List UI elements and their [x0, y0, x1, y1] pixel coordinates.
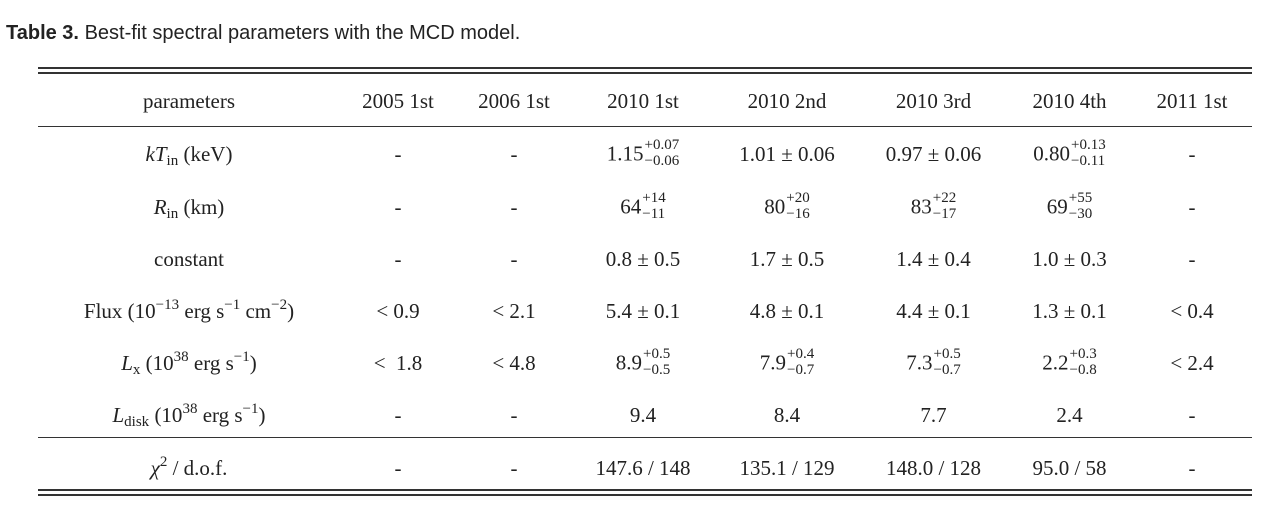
table-cell: - [1188, 455, 1196, 480]
table-cell: 95.0 / 58 [1032, 455, 1107, 480]
table-cell: 1.01 ± 0.06 [739, 141, 835, 166]
table-cell: - [1188, 141, 1196, 166]
table-cell: < 2.4 [1170, 350, 1214, 375]
param-label: Ldisk (1038 erg s−1) [112, 400, 266, 430]
param-label: constant [154, 246, 224, 271]
table-cell: - [510, 194, 518, 219]
table-cell: < 0.4 [1170, 298, 1214, 323]
column-header: 2010 1st [607, 89, 679, 113]
table-cell: 7.7 [920, 402, 947, 427]
chi-rule [38, 437, 1252, 438]
table-cell: 4.4 ± 0.1 [896, 298, 971, 323]
table-cell: 0.80 +0.13 −0.11 [1033, 137, 1106, 169]
table-cell: 7.9 +0.4 −0.7 [759, 346, 815, 378]
table-cell: 135.1 / 129 [739, 455, 835, 480]
table-cell: 8.9 +0.5 −0.5 [615, 346, 671, 378]
table-cell: - [394, 402, 402, 427]
caption-label: Table 3. [6, 22, 79, 44]
top-rule-1 [38, 67, 1252, 69]
caption-text: Best-fit spectral parameters with the MC… [84, 22, 521, 44]
column-header: 2006 1st [478, 89, 550, 113]
table-cell: - [510, 402, 518, 427]
table-row-constant: constant - - 0.8 ± 0.5 1.7 ± 0.5 1.4 ± 0… [38, 233, 1252, 285]
table-row-ldisk: Ldisk (1038 erg s−1) - - 9.4 8.4 7.7 2.4… [38, 389, 1252, 441]
table-cell: 1.7 ± 0.5 [749, 246, 825, 271]
header-rule [38, 126, 1252, 127]
parameters-table: parameters 2005 1st 2006 1st 2010 1st 20… [38, 76, 1252, 495]
param-label: χ2 / d.o.f. [150, 453, 228, 480]
table-cell: - [1188, 194, 1196, 219]
table-cell: 5.4 ± 0.1 [605, 298, 681, 323]
table-cell: 7.3 +0.5 −0.7 [906, 346, 961, 378]
table-cell: 8.4 [773, 402, 801, 427]
param-label: Rin (km) [153, 194, 225, 222]
column-header: 2010 3rd [895, 89, 972, 113]
table-row-chi2: χ2 / d.o.f. - - 147.6 / 148 135.1 / 129 … [38, 441, 1252, 495]
table-cell: 4.8 ± 0.1 [749, 298, 825, 323]
table-row-kt-in: kTin (keV) - - 1.15 +0.07 −0.06 1.01 ± 0.0… [38, 127, 1252, 181]
column-header: 2010 4th [1032, 89, 1107, 113]
table-cell: - [394, 141, 402, 166]
table-cell: 80 +20 −16 [764, 190, 810, 222]
table-cell: 1.3 ± 0.1 [1032, 298, 1107, 323]
table-cell: - [510, 141, 518, 166]
table-cell: 1.4 ± 0.4 [896, 246, 971, 271]
table-cell: - [1188, 402, 1196, 427]
table-cell: 2.4 [1056, 402, 1083, 427]
bottom-rule-2 [38, 494, 1252, 496]
table-caption: Table 3. Best-fit spectral parameters wi… [6, 22, 520, 45]
table-cell: 1.15 +0.07 −0.06 [606, 137, 680, 169]
table-cell: 9.4 [629, 402, 657, 427]
table-cell: - [394, 246, 402, 271]
table-cell: < 0.9 [376, 298, 420, 323]
table-row-r-in: Rin (km) - - 64 +14 −11 80 +20 −16 83 +22 −17 … [38, 181, 1252, 233]
table-cell: 69 +55 −30 [1046, 190, 1093, 222]
column-header: parameters [142, 89, 236, 113]
table-cell: - [510, 455, 518, 480]
param-label: Flux (10−13 erg s−1 cm−2) [83, 296, 295, 323]
table-row-flux: Flux (10−13 erg s−1 cm−2) < 0.9 < 2.1 5.… [38, 285, 1252, 337]
column-header: 2011 1st [1156, 89, 1228, 113]
column-header: 2010 2nd [747, 89, 827, 113]
table-cell: 148.0 / 128 [885, 455, 982, 480]
param-label: kTin (keV) [145, 141, 233, 169]
header-row: parameters 2005 1st 2006 1st 2010 1st 20… [38, 76, 1252, 127]
table-row-lx: Lx (1038 erg s−1) < 1.8 < 4.8 8.9 +0.5 −0.… [38, 337, 1252, 389]
table-cell: 64 +14 −11 [620, 190, 666, 222]
table-cell: - [1188, 246, 1196, 271]
param-label: Lx (1038 erg s−1) [121, 348, 257, 378]
top-rule-2 [38, 72, 1252, 74]
table-cell: 147.6 / 148 [595, 455, 691, 480]
column-header: 2005 1st [362, 89, 434, 113]
table-cell: < 4.8 [492, 350, 536, 375]
table-cell: - [394, 194, 402, 219]
table-cell: - [394, 455, 402, 480]
bottom-rule-1 [38, 489, 1252, 491]
table-cell: 2.2 +0.3 −0.8 [1042, 346, 1097, 378]
table-cell: 1.0 ± 0.3 [1032, 246, 1107, 271]
table-cell: 0.8 ± 0.5 [605, 246, 681, 271]
table-cell: - [510, 246, 518, 271]
table-cell: 0.97 ± 0.06 [885, 141, 982, 166]
table-cell: < 2.1 [492, 298, 536, 323]
table-cell: < 1.8 [373, 350, 423, 375]
table-cell: 83 +22 −17 [910, 190, 957, 222]
